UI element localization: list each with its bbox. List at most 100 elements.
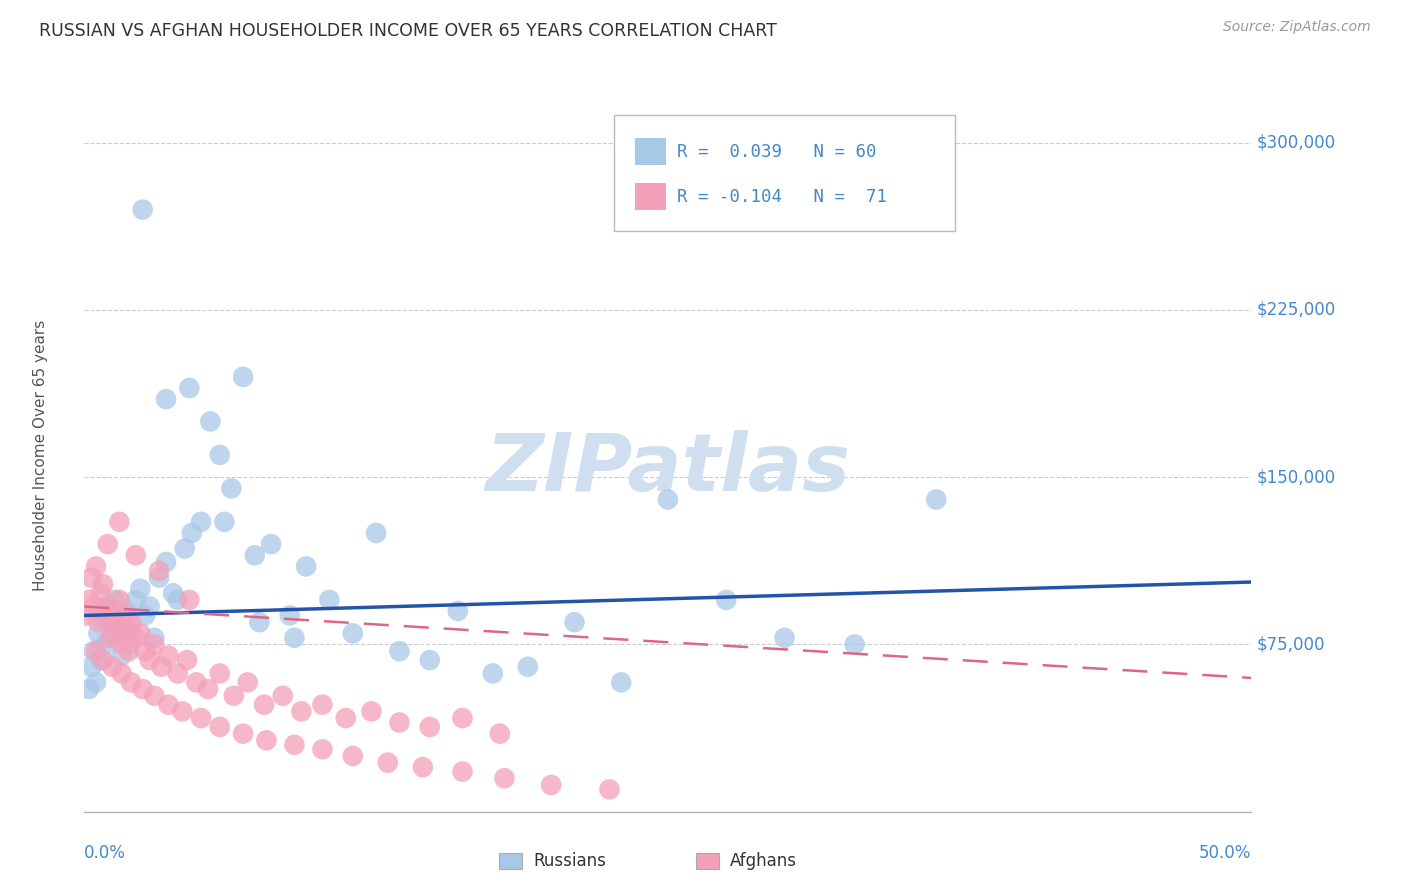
Point [132,202,155,217]
Point [118,644,141,658]
Point [98,631,121,645]
Point [120,615,142,630]
Point [97,599,120,614]
Text: 50.0%: 50.0% [1199,844,1251,862]
Text: R =  0.039   N = 60: R = 0.039 N = 60 [678,143,877,161]
Text: $150,000: $150,000 [1257,468,1336,486]
Point [125,548,148,563]
Point [172,705,194,719]
Point [87,626,110,640]
Point [186,675,208,690]
Text: Source: ZipAtlas.com: Source: ZipAtlas.com [1223,20,1371,34]
Point [120,622,142,636]
Point [132,681,155,696]
Point [221,482,243,496]
Text: Russians: Russians [533,852,606,870]
Point [104,592,127,607]
Point [112,615,135,630]
Point [311,698,333,712]
Point [166,666,188,681]
Point [134,644,156,658]
Point [318,592,340,607]
Point [236,675,259,690]
Point [118,637,141,651]
Point [77,681,100,696]
Point [564,615,586,630]
Point [516,660,538,674]
Point [271,689,294,703]
Point [138,653,160,667]
Point [112,622,135,636]
Point [125,631,148,645]
Point [98,615,121,630]
Point [108,515,131,529]
Point [176,653,198,667]
Point [173,541,195,556]
Point [84,559,107,574]
Point [101,660,124,674]
Point [232,726,254,740]
Point [419,720,441,734]
Point [481,666,505,681]
Point [179,592,201,607]
Point [101,615,124,630]
Point [488,726,510,740]
Point [105,622,128,636]
Point [111,666,134,681]
Point [360,705,382,719]
Text: Householder Income Over 65 years: Householder Income Over 65 years [32,319,48,591]
Point [773,631,796,645]
Point [97,537,120,551]
Point [80,571,103,585]
Point [190,711,212,725]
Point [179,381,201,395]
Point [716,592,738,607]
Point [200,414,222,428]
Point [157,648,180,663]
Point [115,604,138,618]
Point [377,756,399,770]
Point [129,626,152,640]
Point [150,660,173,674]
Point [366,526,388,541]
Point [610,675,633,690]
Point [143,689,166,703]
Text: Afghans: Afghans [730,852,797,870]
Point [208,666,231,681]
Point [247,615,270,630]
Point [335,711,357,725]
Point [222,689,245,703]
Text: $300,000: $300,000 [1257,134,1336,152]
Point [311,742,333,756]
Point [243,548,266,563]
Point [419,653,441,667]
Point [540,778,562,792]
Point [111,637,134,651]
Point [134,608,156,623]
Point [80,660,103,674]
Point [342,626,364,640]
Text: RUSSIAN VS AFGHAN HOUSEHOLDER INCOME OVER 65 YEARS CORRELATION CHART: RUSSIAN VS AFGHAN HOUSEHOLDER INCOME OVE… [39,22,778,40]
Point [97,599,120,614]
Point [91,608,114,623]
Point [111,648,134,663]
Point [90,586,112,600]
Text: ZIPatlas: ZIPatlas [485,430,851,508]
Point [84,675,107,690]
Point [104,604,127,618]
Point [290,705,312,719]
Point [451,711,474,725]
Point [254,733,277,747]
Point [148,564,170,578]
Point [148,571,170,585]
Point [278,608,301,623]
Point [87,615,110,630]
Point [108,592,131,607]
Text: $225,000: $225,000 [1257,301,1336,319]
Point [342,749,364,764]
Point [283,738,305,752]
Point [143,631,166,645]
Point [388,644,411,658]
Point [157,698,180,712]
Point [925,492,948,507]
